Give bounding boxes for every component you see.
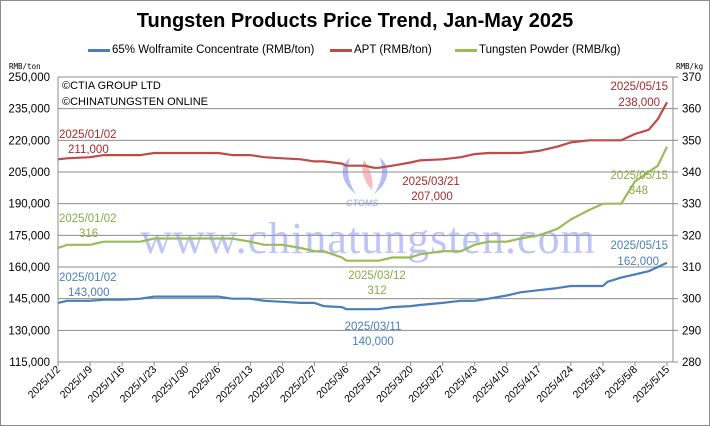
chart-title: Tungsten Products Price Trend, Jan-May 2… <box>136 10 574 32</box>
data-label: 2025/01/02 <box>59 213 117 225</box>
right-axis-tick: 310 <box>682 262 701 274</box>
right-axis-tick: 280 <box>682 357 701 369</box>
legend-swatch-blue <box>88 48 110 52</box>
data-label: 2025/05/15 <box>610 240 668 252</box>
data-label: 2025/03/11 <box>345 321 402 333</box>
left-axis-tick: 205,000 <box>8 167 50 179</box>
watermark: CTOMS www.chinatungsten.com <box>140 158 595 263</box>
right-axis-unit: RMB/kg <box>676 62 704 71</box>
copyright-line-1: ©CTIA GROUP LTD <box>62 80 161 92</box>
legend-item-apt: APT (RMB/ton) <box>330 44 432 56</box>
legend-label: APT (RMB/ton) <box>354 44 432 56</box>
right-axis-tick: 330 <box>682 199 701 211</box>
legend-swatch-green <box>455 48 477 52</box>
data-label: 140,000 <box>352 336 394 348</box>
data-label: 2025/05/15 <box>610 170 668 182</box>
right-axis-tick: 300 <box>682 294 701 306</box>
data-label: 238,000 <box>618 97 660 109</box>
data-label: 2025/01/02 <box>59 129 117 141</box>
data-label: 348 <box>629 185 648 197</box>
left-axis-tick: 250,000 <box>8 72 50 84</box>
right-axis-tick: 360 <box>682 104 701 116</box>
copyright-line-2: ©CHINATUNGSTEN ONLINE <box>62 96 209 108</box>
right-axis-tick: 290 <box>682 325 701 337</box>
series-line <box>57 261 668 311</box>
series-line <box>57 101 668 169</box>
left-axis-tick: 130,000 <box>8 325 50 337</box>
left-axis-tick: 190,000 <box>8 199 50 211</box>
data-label: 312 <box>367 285 386 297</box>
data-label: 2025/01/02 <box>59 272 117 284</box>
legend-item-powder: Tungsten Powder (RMB/kg) <box>455 44 620 56</box>
legend-item-wolframite: 65% Wolframite Concentrate (RMB/ton) <box>88 44 314 56</box>
right-axis-tick: 320 <box>682 230 701 242</box>
data-label: 207,000 <box>411 191 453 203</box>
left-axis-tick: 235,000 <box>8 104 50 116</box>
annotations: 2025/01/02 211,000 2025/01/02 316 2025/01/02… <box>59 81 668 348</box>
left-axis-tick: 160,000 <box>8 262 50 274</box>
right-axis-tick: 340 <box>682 167 701 179</box>
data-label: 316 <box>79 228 98 240</box>
right-axis-tick: 370 <box>682 72 701 84</box>
data-label: 2025/03/21 <box>402 176 460 188</box>
series-lines <box>57 101 668 311</box>
data-label: 2025/03/12 <box>348 270 406 282</box>
data-label: 162,000 <box>617 256 659 268</box>
data-label: 2025/05/15 <box>610 81 668 93</box>
legend-swatch-red <box>330 48 352 52</box>
x-axis-tick: 2025/5/1 <box>571 364 608 401</box>
left-axis-tick: 175,000 <box>8 230 50 242</box>
svg-text:CTOMS: CTOMS <box>346 198 378 208</box>
left-axis-tick: 115,000 <box>9 357 50 369</box>
series-line <box>57 146 668 262</box>
data-label: 143,000 <box>68 287 110 299</box>
left-axis-tick: 145,000 <box>8 294 50 306</box>
legend: 65% Wolframite Concentrate (RMB/ton) APT… <box>0 44 710 60</box>
legend-label: Tungsten Powder (RMB/kg) <box>479 44 621 56</box>
data-label: 211,000 <box>68 144 109 156</box>
left-axis-tick: 220,000 <box>8 135 50 147</box>
legend-label: 65% Wolframite Concentrate (RMB/ton) <box>112 44 315 56</box>
left-axis-unit: RMB/ton <box>9 62 41 71</box>
right-axis-tick: 350 <box>682 135 701 147</box>
x-axis-tick: 2025/1/2 <box>26 364 63 401</box>
